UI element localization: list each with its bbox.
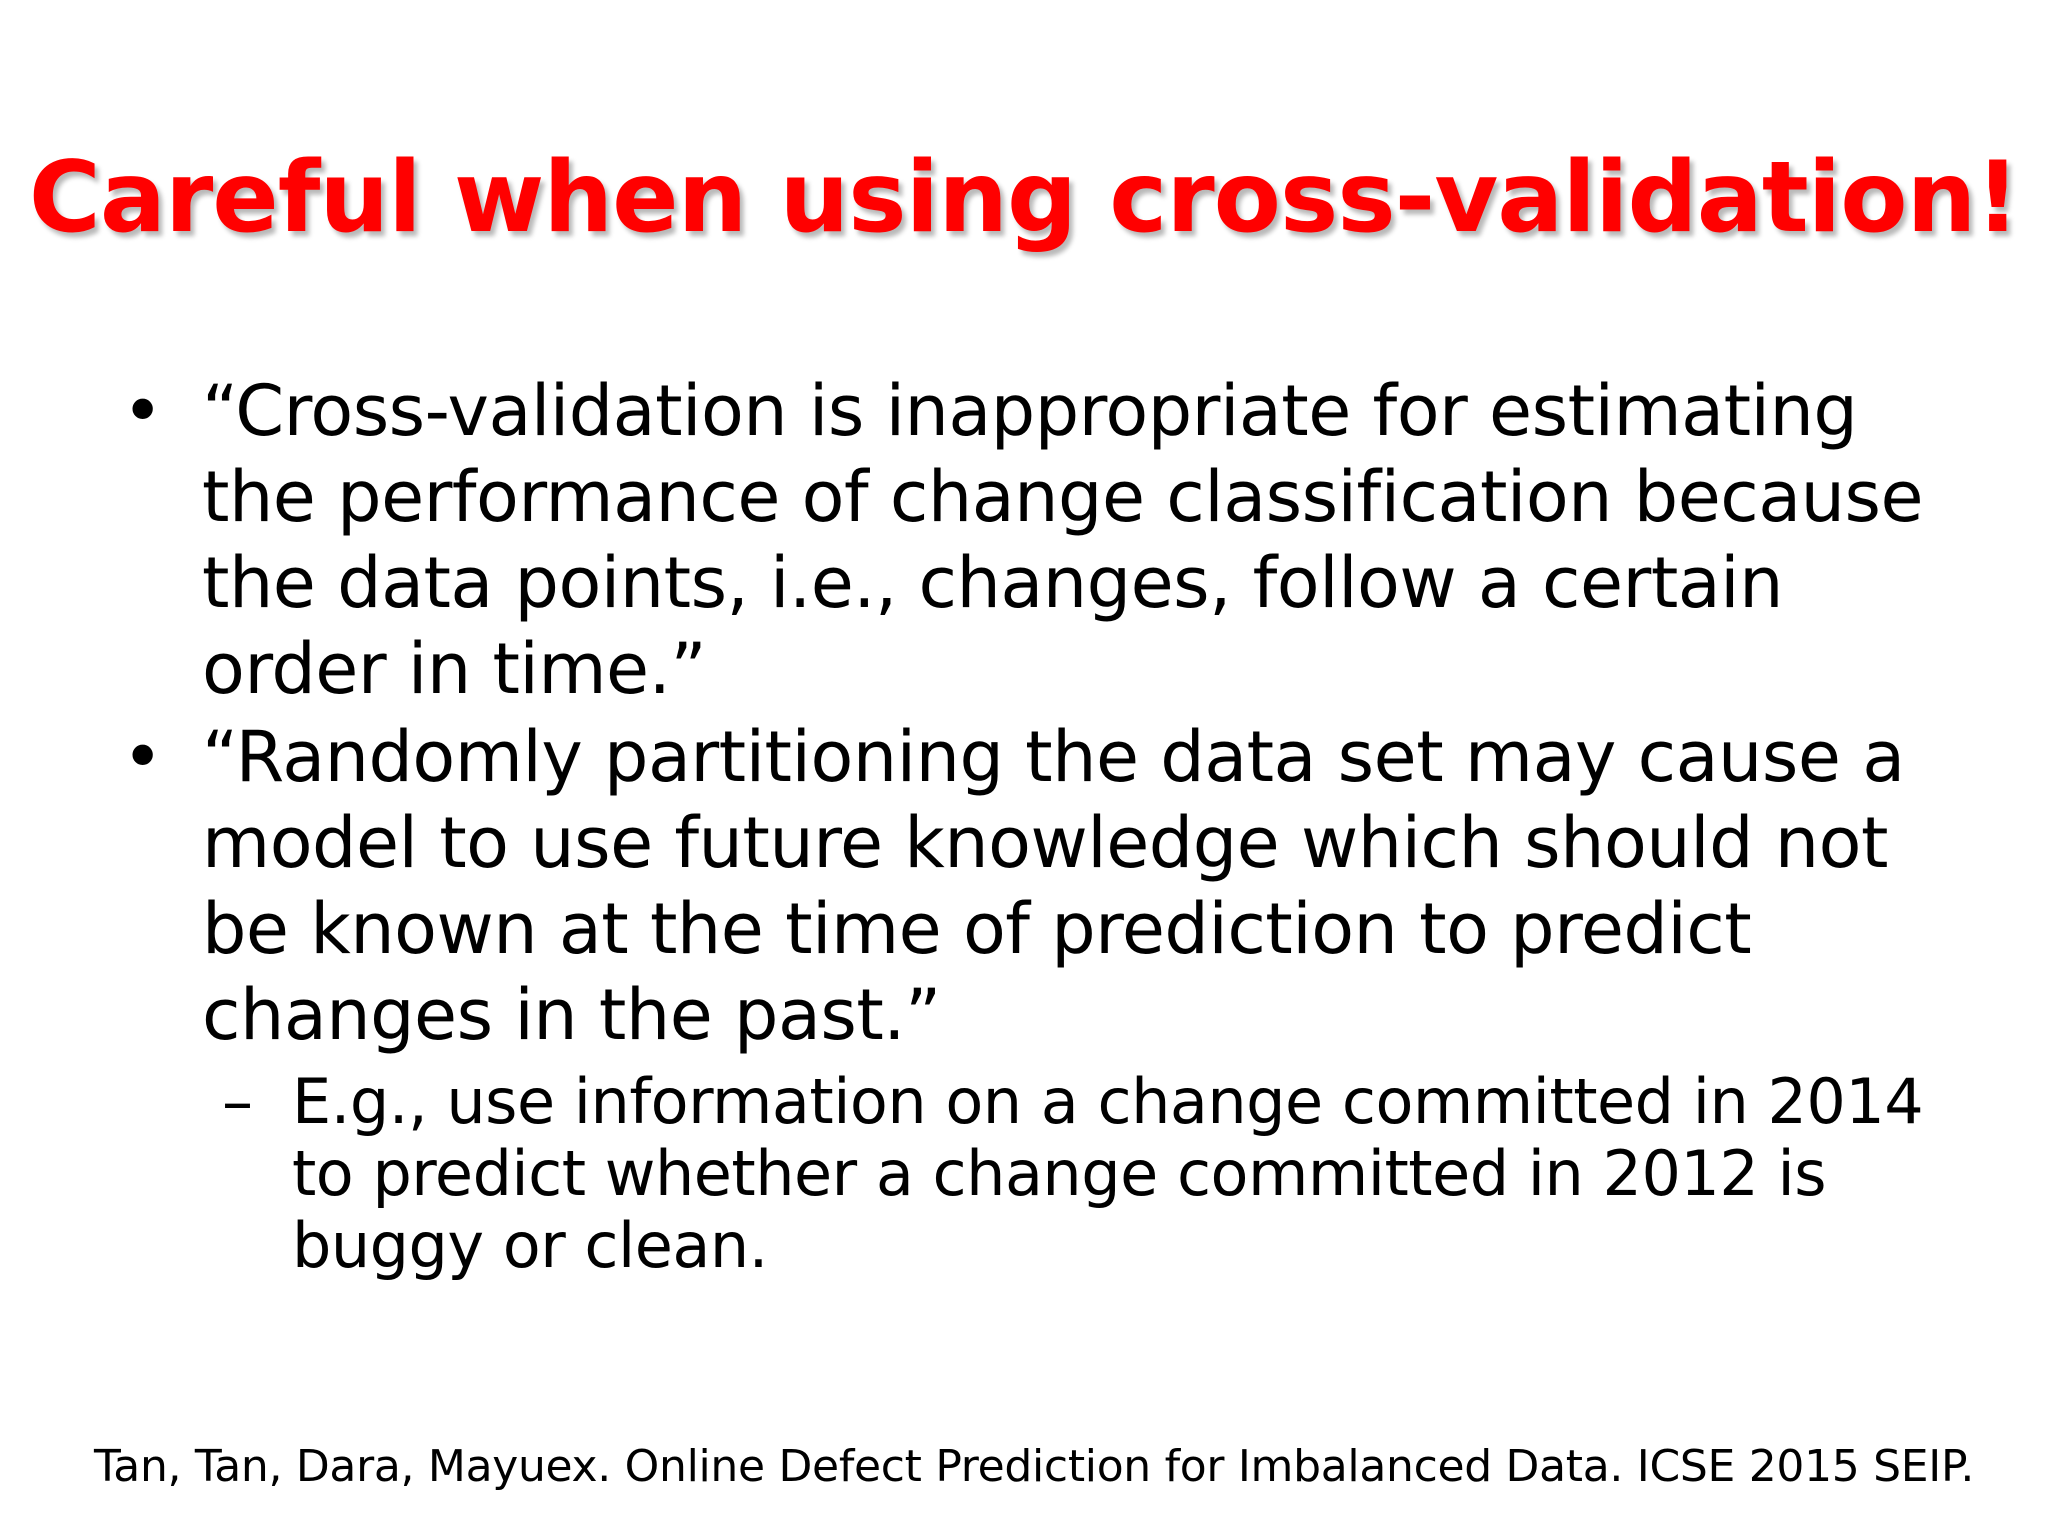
slide-title: Careful when using cross-validation! <box>28 141 2020 255</box>
bullet-marker: • <box>122 370 163 452</box>
bullet-text: “Cross-validation is inappropriate for e… <box>202 370 1924 710</box>
bullet-list: • “Cross-validation is inappropriate for… <box>0 368 2048 1282</box>
bullet-item: • “Randomly partitioning the data set ma… <box>0 714 1942 1058</box>
citation: Tan, Tan, Dara, Mayuex. Online Defect Pr… <box>94 1441 1975 1492</box>
sub-bullet-text: E.g., use information on a change commit… <box>292 1065 1924 1282</box>
bullet-text: “Randomly partitioning the data set may … <box>202 716 1905 1056</box>
bullet-item: • “Cross-validation is inappropriate for… <box>0 368 1942 712</box>
sub-bullet-item: – E.g., use information on a change comm… <box>0 1066 1952 1282</box>
sub-bullet-marker: – <box>222 1065 253 1138</box>
bullet-marker: • <box>122 716 163 798</box>
